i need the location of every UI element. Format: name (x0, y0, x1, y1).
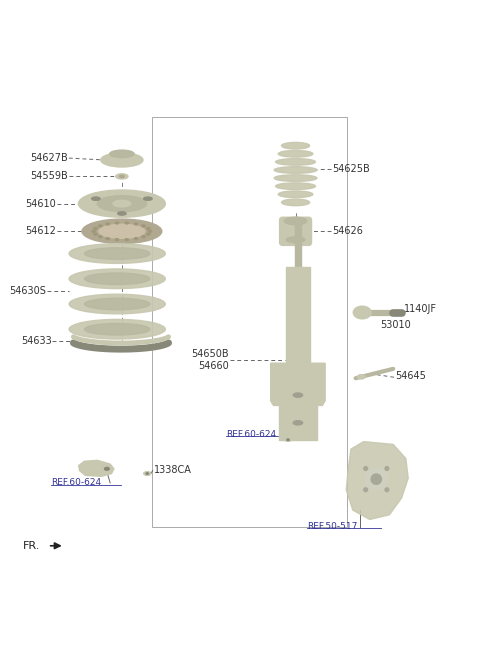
Ellipse shape (110, 150, 134, 157)
Ellipse shape (278, 150, 313, 157)
Ellipse shape (120, 175, 124, 178)
Ellipse shape (278, 191, 313, 197)
Ellipse shape (82, 219, 162, 243)
Ellipse shape (142, 225, 145, 227)
Text: 54630S: 54630S (9, 287, 46, 297)
Text: REF.60-624: REF.60-624 (226, 430, 276, 439)
Text: FR.: FR. (24, 541, 41, 551)
Polygon shape (79, 461, 114, 476)
Ellipse shape (293, 420, 302, 425)
Ellipse shape (92, 230, 96, 232)
Ellipse shape (113, 200, 131, 207)
Ellipse shape (134, 237, 138, 239)
Ellipse shape (106, 223, 109, 225)
Ellipse shape (142, 236, 145, 237)
Ellipse shape (69, 244, 165, 264)
Ellipse shape (125, 239, 129, 241)
Text: REF.50-517: REF.50-517 (307, 522, 358, 531)
Ellipse shape (94, 234, 97, 235)
Ellipse shape (144, 197, 152, 200)
Ellipse shape (84, 273, 150, 285)
Text: 54610: 54610 (25, 199, 56, 209)
Text: 54660: 54660 (198, 361, 229, 371)
Bar (279, 405, 317, 440)
Ellipse shape (385, 466, 389, 470)
Text: 53010: 53010 (380, 319, 411, 330)
Ellipse shape (78, 190, 165, 217)
Ellipse shape (285, 438, 291, 441)
Ellipse shape (286, 237, 305, 243)
FancyBboxPatch shape (280, 217, 312, 245)
Ellipse shape (147, 228, 150, 230)
Ellipse shape (84, 248, 150, 259)
Ellipse shape (134, 223, 138, 225)
Ellipse shape (274, 174, 317, 182)
Ellipse shape (69, 319, 165, 339)
Text: 54633: 54633 (21, 336, 51, 346)
Text: 54650B: 54650B (192, 349, 229, 359)
Ellipse shape (276, 183, 315, 190)
Ellipse shape (144, 472, 151, 476)
Ellipse shape (94, 228, 97, 230)
Ellipse shape (105, 468, 109, 470)
Ellipse shape (365, 468, 387, 491)
Ellipse shape (115, 222, 119, 224)
Ellipse shape (116, 174, 128, 179)
Ellipse shape (115, 239, 119, 241)
Bar (295, 223, 301, 268)
Ellipse shape (293, 393, 302, 398)
Ellipse shape (118, 212, 126, 215)
Ellipse shape (276, 159, 315, 165)
Text: 54627B: 54627B (30, 153, 68, 163)
Bar (286, 267, 310, 363)
Ellipse shape (274, 167, 317, 173)
Ellipse shape (69, 269, 165, 289)
Ellipse shape (358, 375, 365, 379)
Text: 54612: 54612 (25, 226, 56, 236)
Ellipse shape (84, 323, 150, 335)
Ellipse shape (69, 294, 165, 314)
Bar (153, 117, 347, 527)
Ellipse shape (99, 225, 102, 227)
Ellipse shape (99, 236, 102, 237)
Text: 1338CA: 1338CA (154, 465, 192, 475)
Text: 1140JF: 1140JF (404, 304, 436, 314)
Ellipse shape (371, 474, 382, 484)
Ellipse shape (97, 195, 146, 212)
Ellipse shape (287, 439, 289, 440)
Text: REF.60-624: REF.60-624 (51, 478, 102, 487)
Ellipse shape (284, 217, 307, 225)
Text: 54645: 54645 (395, 371, 426, 381)
Ellipse shape (84, 298, 150, 310)
Ellipse shape (282, 142, 310, 149)
Ellipse shape (147, 234, 150, 235)
Ellipse shape (125, 222, 129, 224)
Ellipse shape (364, 466, 368, 470)
Ellipse shape (148, 230, 152, 232)
Ellipse shape (99, 224, 145, 238)
Polygon shape (271, 363, 325, 405)
Text: 54626: 54626 (332, 226, 363, 236)
Polygon shape (346, 441, 408, 520)
Ellipse shape (146, 473, 148, 474)
Ellipse shape (364, 488, 368, 491)
Text: 54559B: 54559B (30, 171, 68, 182)
Ellipse shape (385, 488, 389, 491)
Ellipse shape (106, 237, 109, 239)
Ellipse shape (92, 197, 100, 200)
Ellipse shape (353, 306, 371, 319)
Text: 54625B: 54625B (332, 165, 370, 174)
Ellipse shape (282, 199, 310, 206)
Ellipse shape (101, 153, 143, 167)
